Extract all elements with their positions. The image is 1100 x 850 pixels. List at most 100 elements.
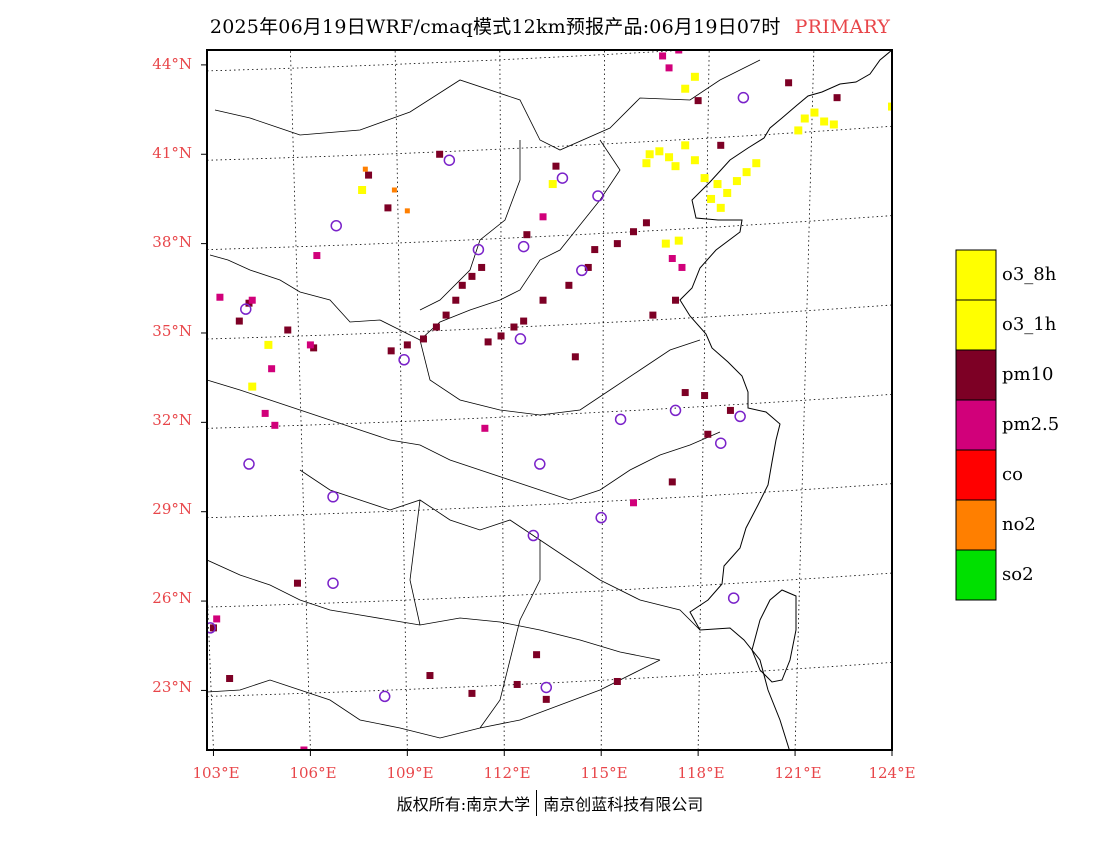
legend-swatch (955, 349, 997, 401)
pollution-cell-pm25 (213, 615, 221, 623)
pollution-cell-o3 (829, 120, 838, 129)
pollution-cell-pm10 (235, 317, 243, 325)
pollution-cell-o3 (674, 236, 683, 245)
pollution-cell-no2 (391, 187, 397, 193)
boundary-lines (207, 50, 892, 750)
parallel-line (207, 393, 892, 429)
coastline (679, 50, 892, 750)
pollution-cell-pm10 (510, 323, 518, 331)
station-marker (556, 172, 569, 184)
pollution-cell-pm10 (717, 141, 725, 149)
station-marker (330, 219, 342, 232)
station-marker (472, 243, 485, 256)
pollution-cell-pm25 (300, 746, 308, 750)
lat-label: 44°N (152, 55, 192, 73)
pollution-cell-pm10 (539, 296, 547, 304)
pollution-cell-pm10 (403, 341, 411, 349)
lon-label: 112°E (483, 764, 531, 782)
legend-label-pm25: pm2.5 (1002, 414, 1060, 435)
pollution-cell-o3 (655, 147, 664, 156)
station-marker (378, 690, 391, 703)
pollution-cell-o3 (820, 117, 829, 126)
pollution-cell-pm10 (523, 231, 531, 239)
pollution-cell-o3 (810, 108, 819, 117)
pollution-cell-pm25 (268, 365, 276, 373)
station-marker (207, 622, 216, 634)
meridian-line (794, 50, 815, 750)
lon-label: 109°E (386, 764, 434, 782)
lat-label: 29°N (152, 500, 192, 518)
pollution-cell-pm10 (497, 332, 505, 340)
station-marker (715, 437, 727, 449)
station-marker (737, 91, 750, 104)
pollution-cell-o3 (548, 180, 557, 189)
station-marker (592, 190, 604, 202)
map-frame (206, 49, 893, 751)
pollution-cell-pm10 (584, 263, 592, 271)
lat-label: 41°N (152, 144, 192, 162)
title-text: 2025年06月19日WRF/cmaq模式12km预报产品:06月19日07时 (209, 16, 781, 38)
pollution-cell-pm10 (468, 689, 476, 697)
lat-label: 23°N (152, 678, 192, 696)
pollution-cell-pm10 (226, 675, 234, 683)
pollution-cell-no2 (362, 166, 368, 172)
meridian-line (600, 50, 605, 750)
copyright-footer: 版权所有:南京大学 南京创蓝科技有限公司 (0, 790, 1100, 816)
station-marker (243, 458, 255, 470)
pollution-cell-pm25 (216, 293, 224, 301)
station-marker (327, 577, 339, 589)
lat-label: 32°N (152, 411, 192, 429)
pollution-cell-o3 (700, 174, 709, 183)
pollution-cell-o3 (732, 177, 741, 186)
pollution-cell-pm10 (533, 651, 541, 659)
legend-swatch (955, 399, 997, 451)
pollution-cell-o3 (888, 102, 892, 111)
parallel-line (207, 50, 694, 72)
pollution-cell-pm10 (284, 326, 292, 334)
pollution-cell-pm10 (672, 296, 680, 304)
station-marker (527, 529, 540, 542)
pollution-cell-o3 (690, 156, 699, 165)
pollution-cells (209, 50, 892, 750)
legend-label-so2: so2 (1002, 564, 1034, 585)
pollution-cell-pm25 (675, 50, 683, 54)
pollution-cell-o3 (707, 194, 716, 203)
pollution-cell-o3 (661, 239, 670, 248)
pollution-cell-pm10 (542, 695, 550, 703)
pollution-cell-pm10 (468, 272, 476, 280)
pollution-cell-pm10 (613, 240, 621, 248)
pollution-cell-pm10 (726, 406, 734, 414)
pollution-cell-o3 (642, 159, 651, 168)
product-tag: PRIMARY (794, 16, 891, 38)
station-marker (540, 681, 553, 694)
lat-label: 38°N (152, 233, 192, 251)
pollution-cell-pm10 (365, 171, 373, 179)
parallel-line (207, 304, 892, 340)
pollution-cell-o3 (713, 180, 722, 189)
lon-label: 124°E (868, 764, 916, 782)
pollution-cell-pm10 (520, 317, 528, 325)
legend-swatch (955, 299, 997, 351)
pollution-cell-pm10 (649, 311, 657, 319)
pollution-cell-pm10 (419, 335, 427, 343)
pollution-cell-pm10 (833, 94, 841, 102)
pollution-cell-pm25 (539, 213, 547, 221)
pollution-cell-o3 (671, 162, 680, 171)
pollution-cell-o3 (752, 159, 761, 168)
legend-swatch (955, 549, 997, 601)
parallel-line (207, 125, 892, 161)
pollution-cell-o3 (716, 203, 725, 212)
graticule (207, 50, 892, 750)
pollution-cell-pm25 (659, 52, 667, 60)
parallel-line (207, 483, 892, 519)
legend-label-pm10: pm10 (1002, 364, 1054, 385)
pollution-cell-pm10 (387, 347, 395, 355)
lon-label: 121°E (774, 764, 822, 782)
pollution-cell-pm25 (313, 252, 321, 260)
pollution-cell-o3 (248, 382, 257, 391)
pollution-cell-o3 (681, 84, 690, 93)
pollution-cell-pm10 (442, 311, 450, 319)
pollution-cell-pm25 (668, 255, 676, 263)
pollution-cell-pm10 (513, 680, 521, 688)
